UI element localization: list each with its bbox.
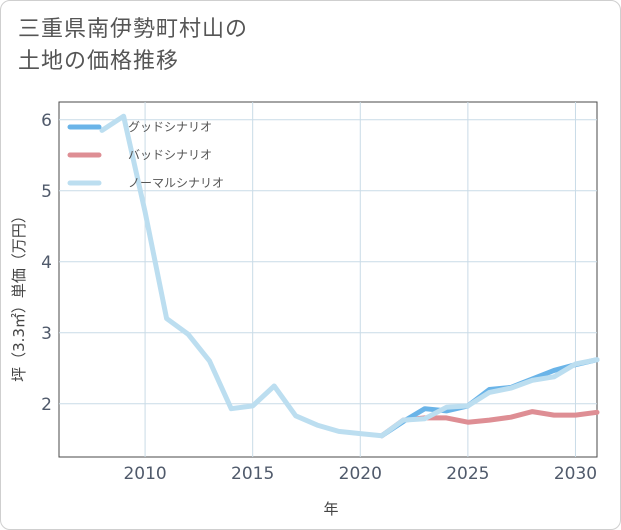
chart-title: 三重県南伊勢町村山の 土地の価格推移 <box>18 14 248 78</box>
normal-scenario-line <box>99 113 600 439</box>
chart-title-line-1: 三重県南伊勢町村山の <box>18 17 249 42</box>
plot-area <box>58 101 598 458</box>
y-tick-label: 2 <box>41 395 52 415</box>
y-tick-label: 5 <box>41 182 52 202</box>
legend-item-bad-scenario: バッドシナリオ <box>67 148 212 162</box>
legend-item-good-scenario: グッドシナリオ <box>67 120 212 134</box>
y-tick-label: 4 <box>41 253 52 273</box>
series-lines <box>99 113 600 439</box>
x-axis-label: 年 <box>323 500 338 518</box>
y-tick-labels: 2 3 4 5 6 <box>41 111 52 415</box>
y-tick-label: 6 <box>41 111 52 131</box>
legend-item-normal-scenario: ノーマルシナリオ <box>67 176 224 190</box>
grid-lines <box>59 102 597 457</box>
chart-title-line-2: 土地の価格推移 <box>18 49 180 74</box>
x-tick-label: 2025 <box>446 464 489 484</box>
x-tick-label: 2015 <box>231 464 274 484</box>
x-tick-labels: 2010 2015 2020 2025 2030 <box>123 464 597 484</box>
y-axis-label: 坪（3.3㎡）単価（万円） <box>10 208 28 382</box>
good-scenario-line <box>379 357 600 439</box>
legend-label: グッドシナリオ <box>128 120 212 134</box>
legend-label: バッドシナリオ <box>128 148 212 162</box>
legend-label: ノーマルシナリオ <box>128 176 224 190</box>
x-tick-label: 2030 <box>554 464 597 484</box>
x-tick-label: 2010 <box>123 464 166 484</box>
x-tick-label: 2020 <box>339 464 382 484</box>
y-tick-label: 3 <box>41 324 52 344</box>
